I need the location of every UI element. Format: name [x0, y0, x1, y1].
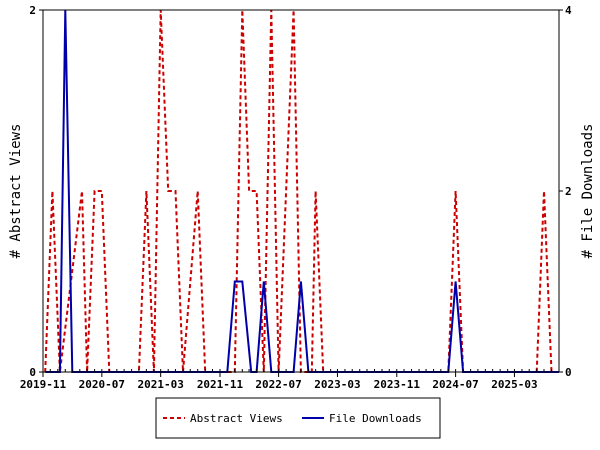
- legend-box: [155, 397, 441, 439]
- x-tick-label: 2021-03: [138, 378, 184, 391]
- x-tick-label: 2019-11: [20, 378, 67, 391]
- legend-label-abstract-views: Abstract Views: [190, 412, 283, 425]
- y-axis-left-title: # Abstract Views: [8, 124, 24, 259]
- x-tick-label: 2023-03: [314, 378, 360, 391]
- y-right-tick-label: 4: [565, 4, 572, 17]
- legend-label-file-downloads: File Downloads: [329, 412, 422, 425]
- x-tick-label: 2022-07: [255, 378, 301, 391]
- plot-lines: [44, 9, 559, 373]
- x-tick-label: 2023-11: [374, 378, 421, 391]
- legend: Abstract Views File Downloads: [155, 397, 441, 439]
- y-axis-right: 0 2 4: [559, 4, 572, 379]
- x-tick-label: 2024-07: [432, 378, 478, 391]
- series-abstract-views: [44, 9, 553, 373]
- x-axis: 2019-11 2020-07 2021-03 2021-11 2022-07 2023-…: [20, 369, 560, 391]
- y-right-tick-label: 2: [565, 185, 572, 198]
- x-tick-label: 2025-03: [491, 378, 537, 391]
- y-axis-left: 02: [29, 4, 43, 379]
- y-left-tick-label: 0: [29, 366, 36, 379]
- y-right-tick-label: 0: [565, 366, 572, 379]
- x-tick-label: 2021-11: [197, 378, 244, 391]
- x-tick-label: 2020-07: [79, 378, 125, 391]
- y-axis-right-title: # File Downloads: [580, 124, 596, 259]
- y-left-tick-label: 2: [29, 4, 36, 17]
- series-file-downloads: [45, 9, 559, 373]
